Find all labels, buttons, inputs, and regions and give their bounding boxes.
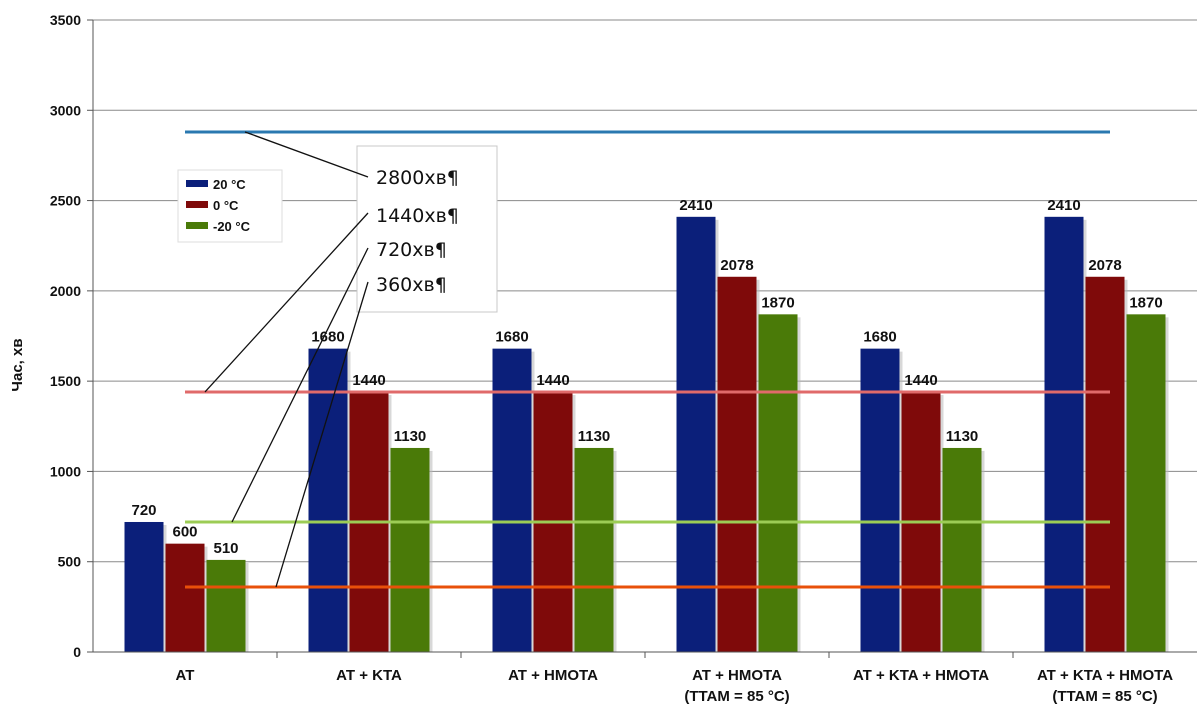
legend: 20 °C 0 °C -20 °C bbox=[177, 169, 283, 243]
bar bbox=[308, 348, 348, 652]
legend-swatch bbox=[186, 180, 208, 187]
legend-label: 0 °C bbox=[213, 198, 239, 213]
bar bbox=[758, 314, 798, 652]
x-tick-label: AT + KTA + HMOTA bbox=[853, 667, 989, 684]
data-label: 1680 bbox=[863, 329, 896, 346]
annotation-720: 720хв¶ bbox=[376, 239, 447, 261]
grid-layer bbox=[93, 19, 1197, 563]
annotation-360: 360хв¶ bbox=[376, 274, 447, 296]
annotation-box: 2800хв¶ 1440хв¶ 720хв¶ 360хв¶ bbox=[356, 145, 498, 313]
bar bbox=[165, 543, 205, 652]
y-tick-label: 2500 bbox=[50, 193, 81, 209]
annotation-leader-lines bbox=[204, 131, 369, 588]
bar bbox=[574, 447, 614, 652]
y-axis-label: Час, хв bbox=[9, 338, 26, 391]
annotation-2800: 2800хв¶ bbox=[376, 167, 459, 189]
x-tick-label: AT + KTA + HMOTA bbox=[1037, 667, 1173, 684]
data-label: 1130 bbox=[946, 428, 979, 445]
y-tick-label: 3500 bbox=[50, 12, 81, 28]
leader-line bbox=[275, 281, 369, 588]
data-label: 1440 bbox=[352, 372, 385, 389]
legend-swatch bbox=[186, 222, 208, 229]
data-label: 1870 bbox=[1129, 294, 1162, 311]
data-label: 2410 bbox=[1047, 197, 1080, 214]
bar bbox=[942, 447, 982, 652]
leader-line bbox=[204, 212, 369, 393]
axis-layer: 0 500 1000 1500 2000 2500 3000 3500 AT AT + KTA AT… bbox=[50, 12, 1197, 705]
data-label: 510 bbox=[213, 540, 238, 557]
leader-line bbox=[244, 131, 369, 178]
data-label: 600 bbox=[172, 524, 197, 541]
annotation-1440: 1440хв¶ bbox=[376, 205, 459, 227]
x-tick-label: (TTAM = 85 °C) bbox=[1052, 688, 1157, 705]
data-label: 2410 bbox=[679, 197, 712, 214]
bar bbox=[717, 276, 757, 652]
data-label: 1870 bbox=[761, 294, 794, 311]
bar bbox=[860, 348, 900, 652]
data-label: 1130 bbox=[394, 428, 427, 445]
legend-swatch bbox=[186, 201, 208, 208]
x-tick-label: (TTAM = 85 °C) bbox=[684, 688, 789, 705]
bar bbox=[1044, 216, 1084, 652]
data-label: 1130 bbox=[578, 428, 611, 445]
data-label: 720 bbox=[131, 502, 156, 519]
leader-line bbox=[231, 247, 369, 523]
bar bbox=[1085, 276, 1125, 652]
bars-layer bbox=[124, 216, 1169, 652]
y-tick-label: 500 bbox=[58, 554, 82, 570]
data-label: 1680 bbox=[495, 329, 528, 346]
legend-label: 20 °C bbox=[213, 177, 246, 192]
data-label: 2078 bbox=[1088, 257, 1121, 274]
bar bbox=[390, 447, 430, 652]
data-label: 2078 bbox=[720, 257, 753, 274]
data-labels-layer: 720 600 510 1680 1440 1130 1680 1440 1130 2410 207… bbox=[131, 197, 1162, 557]
bar bbox=[124, 521, 164, 652]
annotation-frame bbox=[356, 145, 498, 313]
x-tick-label: AT + KTA bbox=[336, 667, 402, 684]
y-tick-label: 1500 bbox=[50, 373, 81, 389]
x-tick-label: AT + HMOTA bbox=[508, 667, 598, 684]
data-label: 1440 bbox=[536, 372, 569, 389]
x-tick-label: AT bbox=[176, 667, 195, 684]
y-tick-label: 0 bbox=[73, 644, 81, 660]
data-label: 1680 bbox=[311, 329, 344, 346]
data-label: 1440 bbox=[904, 372, 937, 389]
y-tick-label: 1000 bbox=[50, 463, 81, 479]
x-tick-label: AT + HMOTA bbox=[692, 667, 782, 684]
y-tick-label: 3000 bbox=[50, 102, 81, 118]
y-tick-label: 2000 bbox=[50, 283, 81, 299]
bar bbox=[206, 559, 246, 652]
reference-lines-layer bbox=[185, 130, 1110, 589]
bar bbox=[1126, 314, 1166, 652]
bar bbox=[676, 216, 716, 652]
legend-label: -20 °C bbox=[213, 219, 251, 234]
bar bbox=[492, 348, 532, 652]
